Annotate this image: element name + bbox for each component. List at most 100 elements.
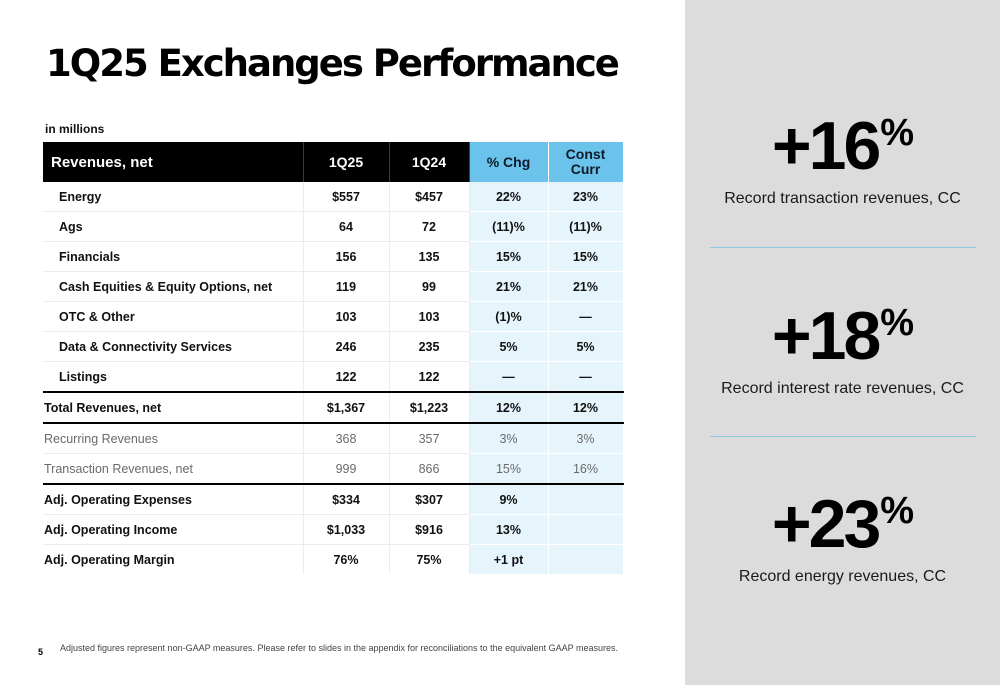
cell-const-curr: (11)% — [548, 211, 624, 242]
cell-1q25: 64 — [303, 211, 390, 242]
cell-1q24: 235 — [389, 331, 470, 362]
cell-1q24: $916 — [389, 514, 470, 545]
highlight-value: +18% — [772, 302, 914, 370]
row-label: Recurring Revenues — [43, 423, 304, 454]
revenue-table: Revenues, net 1Q25 1Q24 % Chg Const Curr… — [43, 142, 624, 574]
cell-1q25: $334 — [303, 484, 390, 515]
table-row: Energy $557 $457 22% 23% — [43, 182, 624, 212]
highlight-unit: % — [880, 112, 914, 154]
cell-1q25: 156 — [303, 241, 390, 272]
header-const-curr-label: Const Curr — [565, 146, 606, 177]
cell-pct-chg: (1)% — [469, 301, 549, 332]
page-number: 5 — [38, 647, 44, 657]
row-label: OTC & Other — [43, 301, 304, 332]
row-label: Ags — [43, 211, 304, 242]
row-label: Financials — [43, 241, 304, 272]
table-row: Transaction Revenues, net 999 866 15% 16… — [43, 453, 624, 485]
cell-1q25: 368 — [303, 423, 390, 454]
table-header-row: Revenues, net 1Q25 1Q24 % Chg Const Curr — [43, 142, 624, 182]
highlight-interest-rate: +18% Record interest rate revenues, CC — [685, 302, 1000, 398]
row-label: Adj. Operating Income — [43, 514, 304, 545]
header-revenues: Revenues, net — [43, 142, 304, 182]
highlight-number: +23 — [771, 486, 881, 562]
cell-const-curr — [548, 544, 624, 574]
cell-1q25: 246 — [303, 331, 390, 362]
cell-1q25: 103 — [303, 301, 390, 332]
highlight-value: +16% — [772, 112, 914, 180]
table-row: Adj. Operating Expenses $334 $307 9% — [43, 484, 624, 515]
cell-pct-chg: +1 pt — [469, 544, 549, 574]
row-label: Total Revenues, net — [43, 391, 304, 424]
cell-pct-chg: 13% — [469, 514, 549, 545]
cell-const-curr: 15% — [548, 241, 624, 272]
cell-1q25: $1,367 — [303, 391, 390, 424]
cell-const-curr: 3% — [548, 423, 624, 454]
table-row: Data & Connectivity Services 246 235 5% … — [43, 331, 624, 362]
cell-pct-chg: 12% — [469, 391, 549, 424]
cell-const-curr — [548, 484, 624, 515]
cell-1q24: 135 — [389, 241, 470, 272]
row-label: Data & Connectivity Services — [43, 331, 304, 362]
row-label: Adj. Operating Expenses — [43, 484, 304, 515]
page-title: 1Q25 Exchanges Performance — [46, 42, 620, 85]
cell-1q25: 119 — [303, 271, 390, 302]
highlight-unit: % — [880, 302, 914, 344]
cell-1q24: $1,223 — [389, 391, 470, 424]
cell-pct-chg: 15% — [469, 241, 549, 272]
cell-1q24: 75% — [389, 544, 470, 574]
cell-const-curr: 21% — [548, 271, 624, 302]
cell-1q25: $557 — [303, 182, 390, 212]
cell-1q25: 122 — [303, 361, 390, 393]
header-pct-chg: % Chg — [469, 142, 549, 182]
highlight-unit: % — [880, 490, 914, 532]
table-row: Recurring Revenues 368 357 3% 3% — [43, 423, 624, 454]
cell-1q24: $457 — [389, 182, 470, 212]
cell-1q24: 72 — [389, 211, 470, 242]
row-label: Cash Equities & Equity Options, net — [43, 271, 304, 302]
cell-pct-chg: 9% — [469, 484, 549, 515]
highlight-value: +23% — [772, 490, 914, 558]
highlight-caption: Record energy revenues, CC — [738, 568, 947, 585]
table-row: Adj. Operating Margin 76% 75% +1 pt — [43, 544, 624, 574]
cell-pct-chg: — — [469, 361, 549, 393]
highlight-number: +18 — [771, 298, 881, 374]
cell-1q24: 103 — [389, 301, 470, 332]
row-label: Energy — [43, 182, 304, 212]
cell-pct-chg: 15% — [469, 453, 549, 485]
cell-const-curr: 23% — [548, 182, 624, 212]
highlight-number: +16 — [771, 108, 881, 184]
footnote: Adjusted figures represent non-GAAP meas… — [60, 643, 618, 653]
header-const-curr: Const Curr — [548, 142, 624, 182]
row-label: Listings — [43, 361, 304, 393]
highlights-panel: +16% Record transaction revenues, CC +18… — [685, 0, 1000, 685]
cell-1q25: 76% — [303, 544, 390, 574]
cell-1q24: 99 — [389, 271, 470, 302]
table-row: Listings 122 122 — — — [43, 361, 624, 393]
units-note: in millions — [45, 122, 105, 136]
table-row: Ags 64 72 (11)% (11)% — [43, 211, 624, 242]
highlight-energy: +23% Record energy revenues, CC — [685, 490, 1000, 586]
cell-pct-chg: 22% — [469, 182, 549, 212]
divider — [710, 436, 976, 437]
cell-const-curr: — — [548, 301, 624, 332]
cell-const-curr — [548, 514, 624, 545]
table-row: OTC & Other 103 103 (1)% — — [43, 301, 624, 332]
cell-const-curr: 16% — [548, 453, 624, 485]
cell-pct-chg: 21% — [469, 271, 549, 302]
cell-const-curr: 12% — [548, 391, 624, 424]
highlight-transaction: +16% Record transaction revenues, CC — [685, 112, 1000, 208]
cell-1q25: $1,033 — [303, 514, 390, 545]
table-row: Adj. Operating Income $1,033 $916 13% — [43, 514, 624, 545]
cell-const-curr: — — [548, 361, 624, 393]
divider — [710, 247, 976, 248]
cell-1q25: 999 — [303, 453, 390, 485]
cell-1q24: $307 — [389, 484, 470, 515]
cell-pct-chg: 3% — [469, 423, 549, 454]
row-label: Adj. Operating Margin — [43, 544, 304, 574]
table-row: Cash Equities & Equity Options, net 119 … — [43, 271, 624, 302]
cell-1q24: 122 — [389, 361, 470, 393]
highlight-caption: Record transaction revenues, CC — [724, 190, 961, 207]
cell-pct-chg: 5% — [469, 331, 549, 362]
cell-pct-chg: (11)% — [469, 211, 549, 242]
row-label: Transaction Revenues, net — [43, 453, 304, 485]
